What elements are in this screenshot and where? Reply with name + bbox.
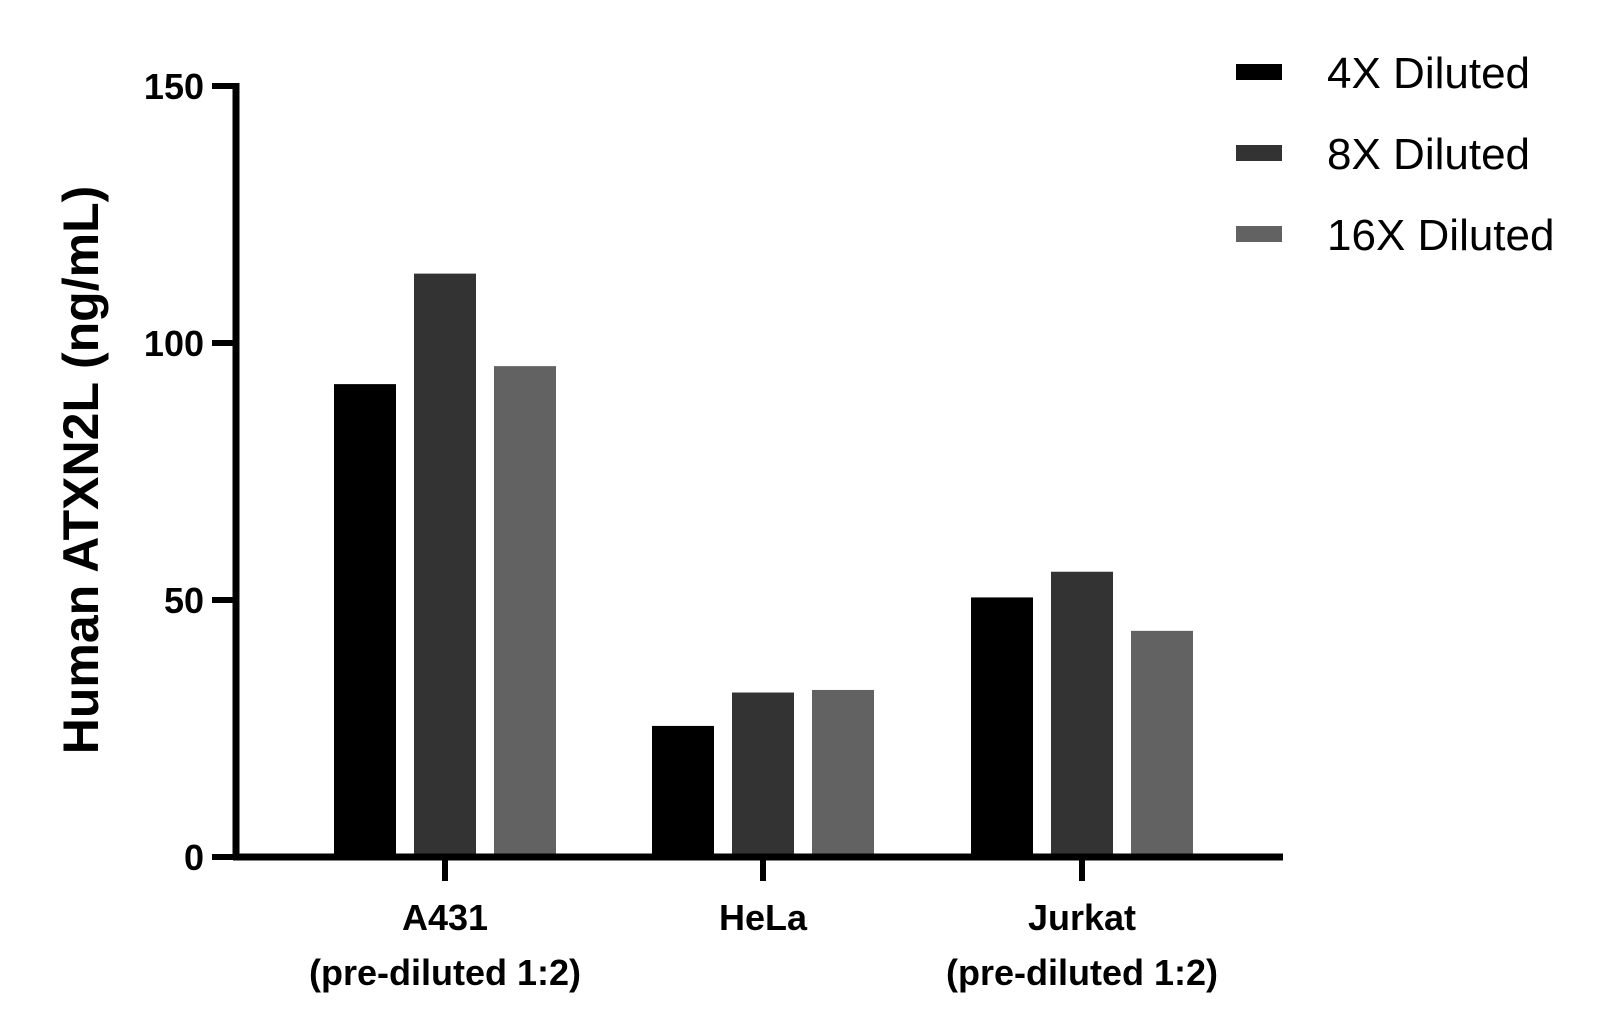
legend-label: 16X Diluted (1327, 211, 1554, 260)
y-tick-label: 100 (144, 323, 204, 364)
bars-group (334, 273, 1193, 857)
bar-1-1 (334, 384, 396, 857)
axes-group (232, 83, 1283, 861)
legend: 4X Diluted 8X Diluted 16X Diluted (1236, 49, 1554, 260)
x-tick-label-line2: (pre-diluted 1:2) (309, 952, 581, 993)
x-tick-label: Jurkat (1028, 897, 1136, 938)
bar-2-1 (414, 273, 476, 857)
bar-2-3 (1051, 571, 1113, 857)
bar-3-1 (494, 366, 556, 857)
legend-swatch (1236, 64, 1282, 80)
bar-1-3 (971, 597, 1033, 857)
bar-3-3 (1131, 630, 1193, 857)
x-tick-label: A431 (402, 897, 488, 938)
y-axis-title: Human ATXN2L (ng/mL) (53, 186, 109, 755)
x-ticks-group: A431 (pre-diluted 1:2) HeLa Jurkat (pre-dilu… (309, 857, 1218, 993)
legend-swatch (1236, 226, 1282, 242)
y-tick-label: 0 (184, 837, 204, 878)
legend-label: 8X Diluted (1327, 130, 1530, 179)
bar-1-2 (652, 725, 714, 857)
legend-label: 4X Diluted (1327, 49, 1530, 98)
x-tick-label: HeLa (719, 897, 808, 938)
y-ticks-group: 0 50 100 150 (144, 66, 236, 878)
legend-swatch (1236, 145, 1282, 161)
x-tick-label-line2: (pre-diluted 1:2) (946, 952, 1218, 993)
y-tick-label: 50 (164, 580, 204, 621)
y-tick-label: 150 (144, 66, 204, 107)
bar-3-2 (812, 689, 874, 857)
bar-2-2 (732, 692, 794, 857)
